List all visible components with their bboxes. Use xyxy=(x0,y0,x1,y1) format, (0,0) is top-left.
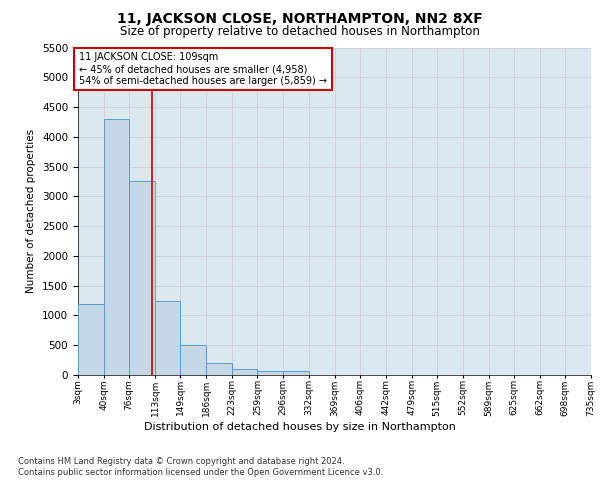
Bar xyxy=(129,182,155,375)
Text: Contains HM Land Registry data © Crown copyright and database right 2024.
Contai: Contains HM Land Registry data © Crown c… xyxy=(18,458,383,477)
Text: Distribution of detached houses by size in Northampton: Distribution of detached houses by size … xyxy=(144,422,456,432)
Bar xyxy=(181,345,206,375)
Text: 11 JACKSON CLOSE: 109sqm
← 45% of detached houses are smaller (4,958)
54% of sem: 11 JACKSON CLOSE: 109sqm ← 45% of detach… xyxy=(79,52,327,86)
Y-axis label: Number of detached properties: Number of detached properties xyxy=(26,129,37,294)
Bar xyxy=(232,369,257,375)
Bar xyxy=(104,119,129,375)
Text: 11, JACKSON CLOSE, NORTHAMPTON, NN2 8XF: 11, JACKSON CLOSE, NORTHAMPTON, NN2 8XF xyxy=(117,12,483,26)
Bar xyxy=(155,300,181,375)
Bar xyxy=(257,370,283,375)
Bar xyxy=(283,372,308,375)
Bar xyxy=(78,304,104,375)
Bar xyxy=(206,363,232,375)
Text: Size of property relative to detached houses in Northampton: Size of property relative to detached ho… xyxy=(120,25,480,38)
